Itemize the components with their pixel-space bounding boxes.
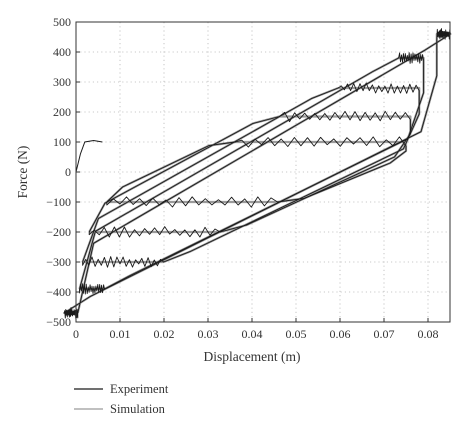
simulation-loop-3 <box>78 56 425 291</box>
x-tick-label: 0 <box>73 327 79 341</box>
y-tick-label: 300 <box>53 75 71 89</box>
y-axis-title: Force (N) <box>15 146 30 199</box>
y-tick-label: 500 <box>53 15 71 29</box>
x-tick-label: 0.07 <box>374 327 395 341</box>
x-tick-label: 0.02 <box>154 327 175 341</box>
experiment-loop-0 <box>106 136 407 208</box>
initial-loading-curve <box>75 139 103 173</box>
y-tick-label: 400 <box>53 45 71 59</box>
simulation-loop-2 <box>81 86 421 264</box>
legend-item-simulation: Simulation <box>74 402 166 416</box>
y-tick-label: −100 <box>46 195 71 209</box>
x-tick-label: 0.04 <box>242 327 263 341</box>
simulation-loop-4 <box>63 32 452 315</box>
tick-layer: 0 0.01 0.02 0.03 0.04 0.05 0.06 0.07 0.08 −500 −40… <box>46 15 438 341</box>
simulation-layer <box>63 32 452 315</box>
legend: Experiment Simulation <box>74 382 169 416</box>
y-tick-label: −300 <box>46 255 71 269</box>
legend-label-experiment: Experiment <box>110 382 169 396</box>
y-tick-label: −400 <box>46 285 71 299</box>
x-tick-label: 0.06 <box>330 327 351 341</box>
legend-label-simulation: Simulation <box>110 402 166 416</box>
x-tick-label: 0.01 <box>110 327 131 341</box>
y-tick-label: −500 <box>46 315 71 329</box>
x-axis-title: Displacement (m) <box>203 349 300 364</box>
y-tick-label: −200 <box>46 225 71 239</box>
y-tick-label: 200 <box>53 105 71 119</box>
legend-item-experiment: Experiment <box>74 382 169 396</box>
experiment-loop-4 <box>63 28 451 319</box>
experiment-loop-2 <box>82 82 420 268</box>
y-tick-label: 0 <box>65 165 71 179</box>
x-tick-label: 0.08 <box>418 327 439 341</box>
experiment-layer <box>63 28 451 319</box>
x-tick-label: 0.05 <box>286 327 307 341</box>
y-tick-label: 100 <box>53 135 71 149</box>
x-tick-label: 0.03 <box>198 327 219 341</box>
experiment-loop-3 <box>79 52 425 295</box>
